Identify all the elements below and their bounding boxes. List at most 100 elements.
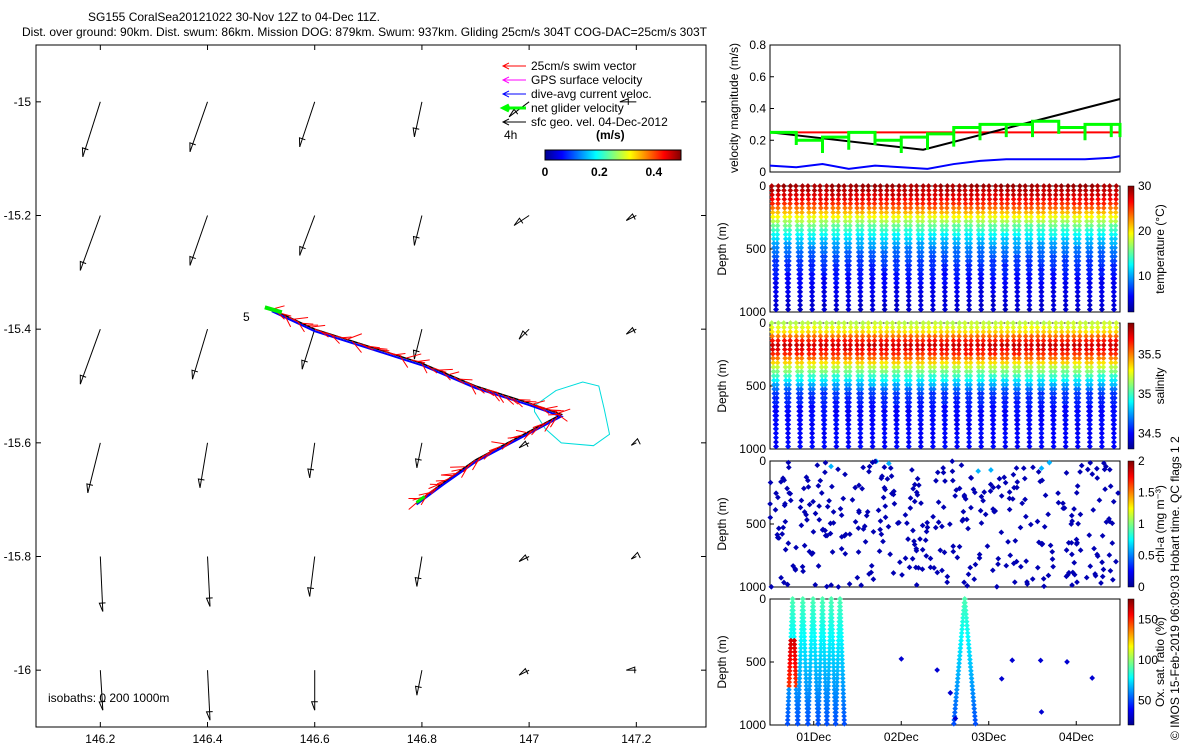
geo-vector-head: [625, 213, 636, 221]
temperature-point: [914, 191, 920, 198]
geo-vector-head: [205, 597, 213, 607]
temperature-point: [919, 249, 925, 255]
temperature-point: [853, 196, 860, 203]
temperature-point: [799, 209, 805, 216]
temperature-point: [786, 218, 793, 225]
temperature-point: [797, 271, 804, 278]
temperature-point: [858, 258, 865, 264]
temperature-scatter: [768, 183, 1120, 313]
temperature-point: [895, 240, 901, 247]
swim-vector: [301, 322, 314, 325]
temperature-point: [785, 306, 791, 313]
temperature-point: [871, 200, 878, 207]
temperature-point: [894, 253, 901, 260]
geo-vector: [299, 215, 316, 256]
temperature-point: [918, 271, 925, 278]
temperature-point: [896, 191, 902, 198]
temperature-point: [881, 306, 888, 313]
temperature-point: [773, 262, 780, 269]
temperature-point: [805, 205, 812, 211]
geo-vector-head: [86, 483, 93, 493]
temperature-point: [918, 262, 925, 269]
geo-vector-head: [619, 98, 629, 105]
colorbar-unit-label: (m/s): [596, 128, 625, 142]
temperature-point: [919, 240, 925, 247]
velocity-series-line: [770, 119, 1122, 153]
temperature-point: [903, 240, 910, 247]
temperature-point: [857, 306, 864, 313]
swim-vector: [549, 416, 558, 428]
temperature-point: [783, 240, 789, 247]
temperature-point: [822, 262, 828, 269]
temperature-point: [822, 236, 829, 242]
swim-vector: [451, 468, 463, 472]
temperature-point: [927, 240, 934, 247]
temperature-point: [931, 231, 938, 238]
temperature-point: [857, 302, 864, 308]
temperature-point: [859, 218, 865, 225]
temperature-point: [895, 236, 901, 242]
map-xtick-label: 146.4: [193, 732, 223, 746]
temperature-point: [774, 214, 781, 220]
isobath-label: isobaths: 0 200 1000m: [48, 691, 169, 705]
temperature-point: [882, 249, 889, 255]
swim-vector: [448, 371, 460, 376]
temperature-point: [871, 205, 878, 211]
temperature-point: [930, 280, 937, 286]
temperature-point: [770, 214, 776, 220]
temperature-point: [877, 187, 884, 194]
temperature-point: [859, 187, 866, 194]
chla-colorbar-tick: 0: [1138, 580, 1145, 594]
temperature-point: [869, 306, 876, 313]
temperature-point: [904, 249, 910, 255]
temperature-point: [858, 280, 864, 286]
swim-vector: [523, 400, 537, 403]
temperature-point: [818, 227, 825, 233]
oxygen-ylabel: Depth (m): [715, 635, 729, 688]
temperature-point: [845, 297, 852, 304]
temperature-point: [846, 240, 853, 247]
swim-vector: [475, 385, 485, 394]
temperature-point: [842, 222, 849, 229]
swim-vector: [512, 397, 523, 408]
temperature-point: [769, 187, 775, 194]
temperature-point: [805, 183, 811, 189]
temperature-point: [807, 249, 814, 255]
temperature-point: [931, 236, 938, 242]
temperature-point: [881, 297, 888, 304]
temperature-point: [809, 302, 815, 308]
temperature-point: [907, 209, 914, 216]
temperature-point: [831, 244, 838, 251]
temperature-point: [782, 231, 789, 238]
temperature-point: [807, 240, 813, 247]
temperature-point: [842, 205, 848, 211]
temperature-point: [883, 209, 890, 216]
temperature-point: [893, 306, 900, 313]
temperature-point: [878, 209, 885, 216]
temperature-point: [889, 191, 896, 198]
temperature-point: [841, 187, 848, 194]
temperature-point: [866, 200, 872, 207]
swim-vector: [505, 439, 515, 447]
temperature-point: [847, 187, 854, 194]
temperature-point: [859, 205, 866, 211]
temperature-point: [833, 297, 840, 304]
temperature-point: [870, 275, 876, 282]
temperature-point: [878, 218, 885, 225]
swim-vector: [459, 378, 473, 381]
salinity-colorbar-tick: 35: [1138, 387, 1152, 401]
temperature-point: [835, 187, 842, 194]
temperature-point: [858, 253, 865, 260]
temperature-point: [902, 214, 909, 220]
temperature-point: [906, 253, 913, 260]
temperature-point: [818, 209, 824, 216]
temperature-point: [930, 262, 937, 269]
temperature-point: [770, 231, 777, 238]
temperature-point: [775, 200, 781, 207]
temperature-point: [878, 205, 884, 211]
velocity-ytick-label: 0.8: [749, 38, 766, 52]
temperature-point: [855, 236, 861, 242]
temperature-point: [830, 209, 836, 216]
legend-swatch-head: [501, 118, 510, 126]
temperature-point: [846, 258, 853, 264]
